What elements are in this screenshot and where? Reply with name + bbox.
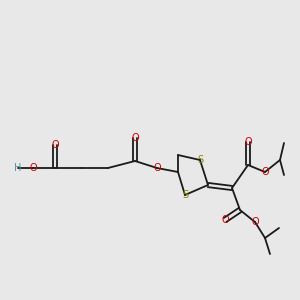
Text: H: H [14, 163, 22, 173]
Text: O: O [251, 217, 259, 227]
Text: S: S [197, 155, 203, 165]
Text: O: O [244, 137, 252, 147]
Text: O: O [131, 133, 139, 143]
Text: S: S [182, 190, 188, 200]
Text: O: O [153, 163, 161, 173]
Text: O: O [221, 215, 229, 225]
Text: O: O [51, 140, 59, 150]
Text: O: O [261, 167, 269, 177]
Text: O: O [29, 163, 37, 173]
